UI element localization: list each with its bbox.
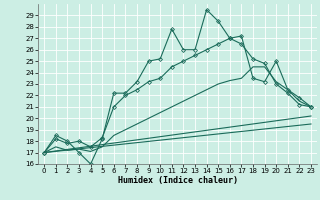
X-axis label: Humidex (Indice chaleur): Humidex (Indice chaleur) — [118, 176, 238, 185]
